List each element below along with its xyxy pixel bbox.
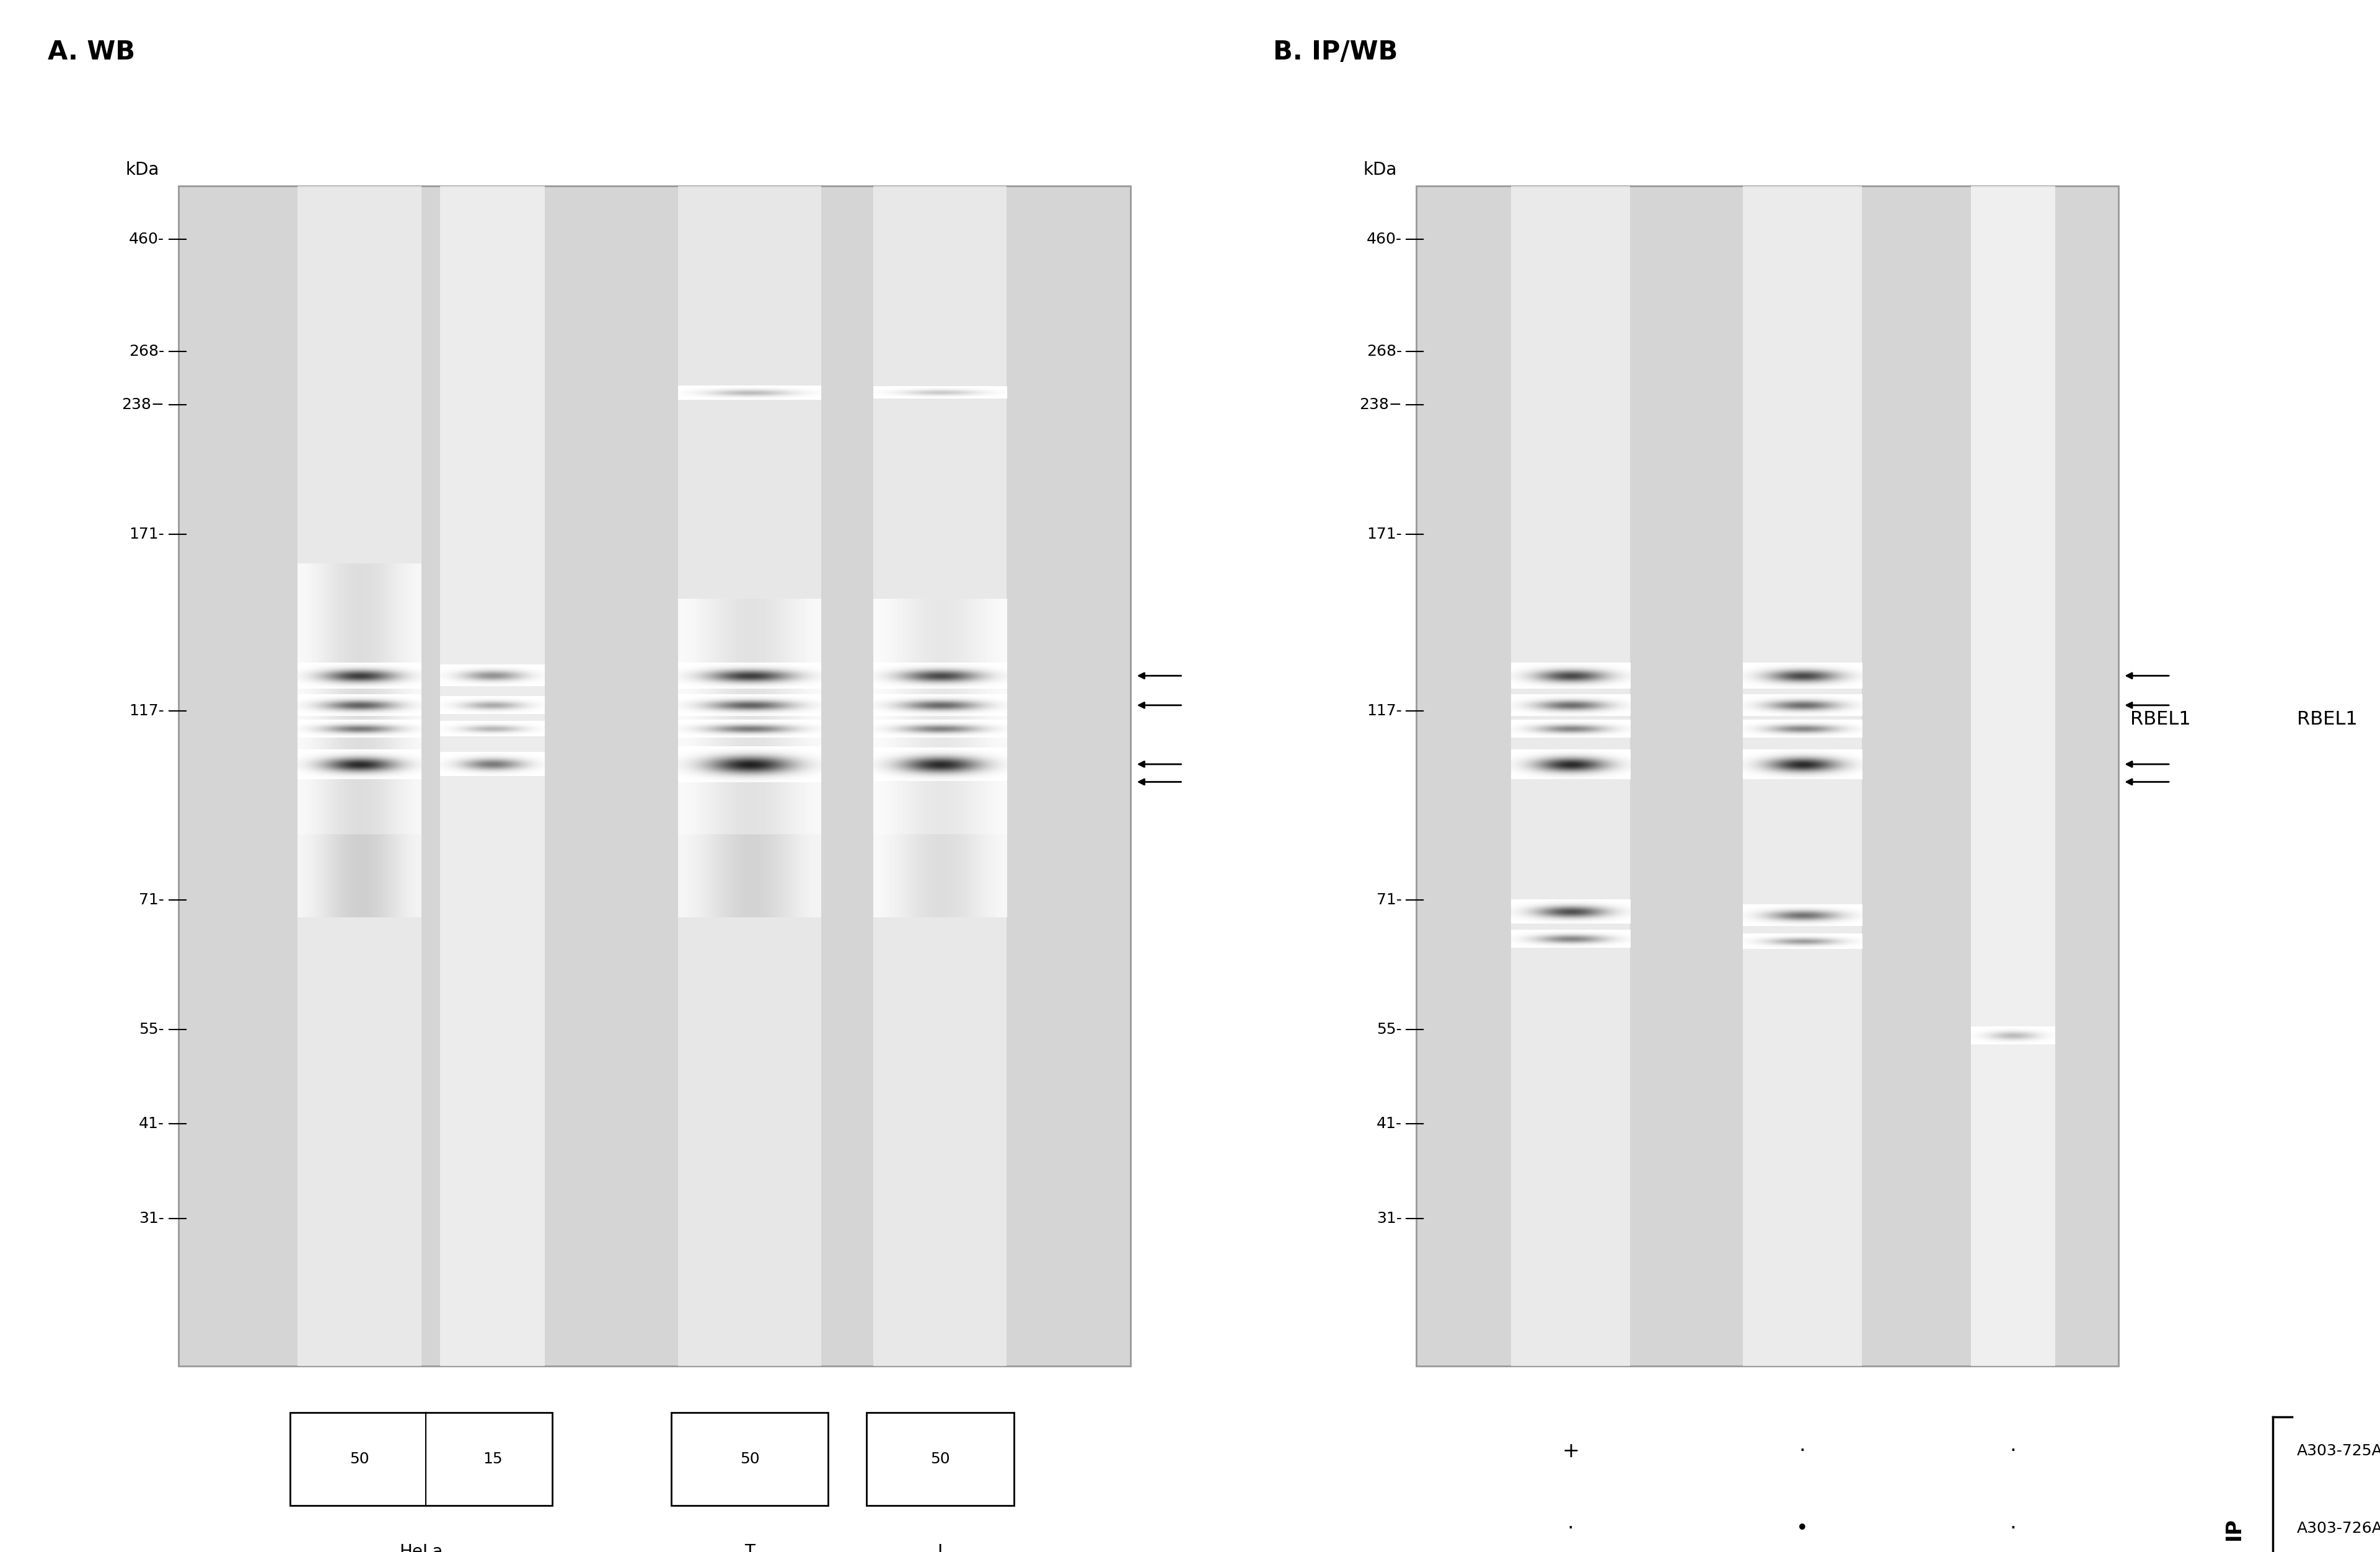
- Text: 71-: 71-: [1376, 892, 1402, 908]
- Text: 41-: 41-: [1376, 1116, 1402, 1131]
- Text: J: J: [938, 1543, 942, 1552]
- Text: ·: ·: [2009, 1518, 2016, 1540]
- Text: 55-: 55-: [1376, 1023, 1402, 1037]
- Text: 171-: 171-: [129, 526, 164, 542]
- Text: B. IP/WB: B. IP/WB: [1273, 39, 1397, 65]
- Text: +: +: [1561, 1440, 1580, 1462]
- Bar: [866, 1412, 1014, 1505]
- Text: RBEL1: RBEL1: [2130, 711, 2190, 728]
- Text: 50: 50: [740, 1451, 759, 1467]
- Bar: [671, 1412, 828, 1505]
- Bar: [290, 1412, 552, 1505]
- Text: A. WB: A. WB: [48, 39, 136, 65]
- Text: 31-: 31-: [1376, 1211, 1402, 1226]
- Text: ·: ·: [2009, 1440, 2016, 1462]
- Bar: [1511, 186, 1630, 1366]
- Text: 117-: 117-: [129, 703, 164, 719]
- Text: 15: 15: [483, 1451, 502, 1467]
- Text: A303-725A: A303-725A: [2297, 1443, 2380, 1459]
- Text: 268-: 268-: [1366, 345, 1402, 359]
- Bar: [1742, 186, 1861, 1366]
- Text: HeLa: HeLa: [400, 1543, 443, 1552]
- Text: 50: 50: [350, 1451, 369, 1467]
- Text: ·: ·: [1568, 1518, 1573, 1540]
- Text: ·: ·: [1799, 1440, 1806, 1462]
- Text: 460-: 460-: [129, 231, 164, 247]
- Text: 238−: 238−: [121, 397, 164, 411]
- Text: 31-: 31-: [138, 1211, 164, 1226]
- Text: IP: IP: [2223, 1518, 2244, 1540]
- Text: T: T: [745, 1543, 754, 1552]
- Text: 50: 50: [931, 1451, 950, 1467]
- Text: 171-: 171-: [1366, 526, 1402, 542]
- Bar: [1416, 186, 2118, 1366]
- Text: 55-: 55-: [138, 1023, 164, 1037]
- Text: A303-726A: A303-726A: [2297, 1521, 2380, 1536]
- Text: RBEL1: RBEL1: [2297, 711, 2356, 728]
- Text: 71-: 71-: [138, 892, 164, 908]
- Text: 41-: 41-: [138, 1116, 164, 1131]
- Text: 238−: 238−: [1359, 397, 1402, 411]
- Text: kDa: kDa: [1364, 161, 1397, 178]
- Text: •: •: [1797, 1518, 1809, 1540]
- Bar: [1971, 186, 2054, 1366]
- Text: 460-: 460-: [1366, 231, 1402, 247]
- Bar: [678, 186, 821, 1366]
- Bar: [178, 186, 1130, 1366]
- Text: kDa: kDa: [126, 161, 159, 178]
- Bar: [298, 186, 421, 1366]
- Text: 268-: 268-: [129, 345, 164, 359]
- Text: 117-: 117-: [1366, 703, 1402, 719]
- Bar: [440, 186, 545, 1366]
- Bar: [873, 186, 1007, 1366]
